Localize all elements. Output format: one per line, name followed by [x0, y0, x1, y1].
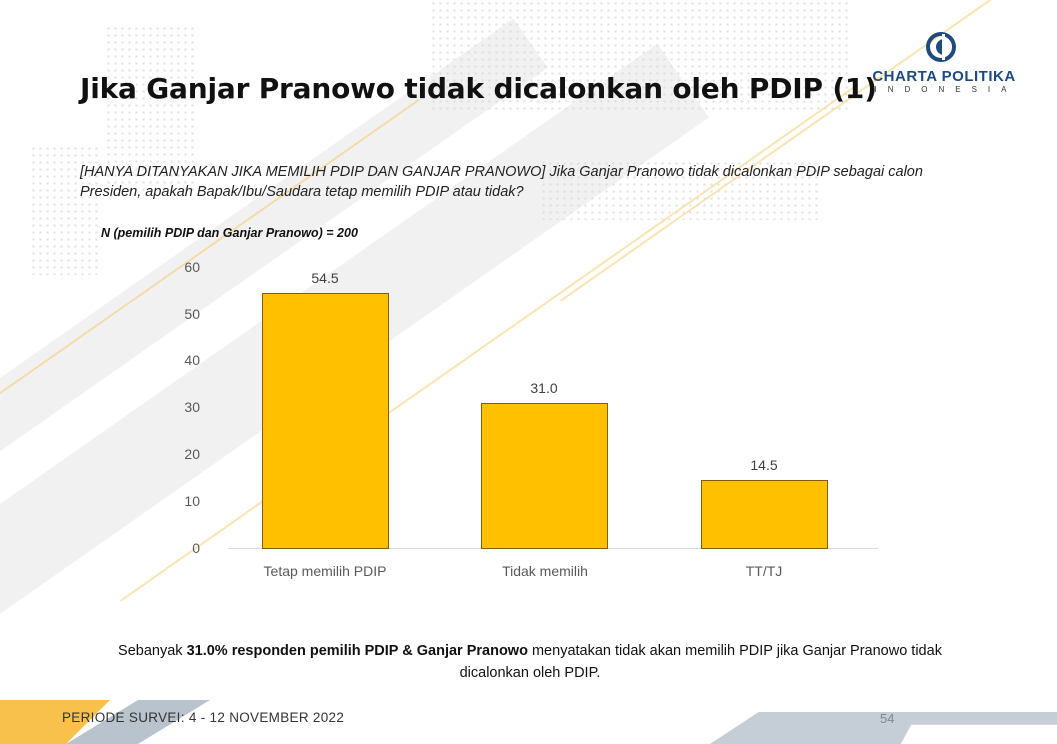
y-tick: 30: [184, 399, 200, 415]
sample-size-note: N (pemilih PDIP dan Ganjar Pranowo) = 20…: [101, 226, 358, 240]
y-tick: 60: [184, 259, 200, 275]
survey-question: [HANYA DITANYAKAN JIKA MEMILIH PDIP DAN …: [80, 162, 960, 202]
logo-name: CHARTA POLITIKA: [872, 68, 1016, 85]
bar-tt-tj: [701, 480, 828, 549]
bar-tidak-memilih: [481, 403, 608, 549]
y-tick: 20: [184, 446, 200, 462]
y-tick: 10: [184, 493, 200, 509]
x-category-label: Tidak memilih: [502, 563, 588, 579]
y-tick: 0: [192, 540, 200, 556]
slide-title: Jika Ganjar Pranowo tidak dicalonkan ole…: [80, 72, 877, 105]
y-tick: 40: [184, 352, 200, 368]
bar-chart: 0 10 20 30 40 50 60 54.5 31.0 14.5 Tetap…: [170, 258, 880, 588]
bar-tetap-memilih-pdip: [262, 293, 389, 549]
charta-politika-logo: CHARTA POLITIKA INDONESIA: [858, 30, 1030, 100]
summary-text: Sebanyak 31.0% responden pemilih PDIP & …: [90, 640, 970, 684]
summary-pre: Sebanyak: [118, 643, 187, 659]
summary-highlight: 31.0% responden pemilih PDIP & Ganjar Pr…: [186, 643, 528, 659]
page-number: 54: [880, 711, 895, 726]
question-text: Jika Ganjar Pranowo tidak dicalonkan PDI…: [80, 164, 923, 200]
question-prefix: [HANYA DITANYAKAN JIKA MEMILIH PDIP DAN …: [80, 164, 546, 180]
x-category-label: TT/TJ: [745, 563, 783, 579]
bar-value-label: 54.5: [311, 270, 339, 286]
logo-subtitle: INDONESIA: [874, 85, 1018, 94]
y-tick: 50: [184, 306, 200, 322]
bar-value-label: 14.5: [750, 457, 778, 473]
survey-period: PERIODE SURVEI: 4 - 12 NOVEMBER 2022: [62, 710, 345, 725]
bar-value-label: 31.0: [530, 380, 558, 396]
summary-post: menyatakan tidak akan memilih PDIP jika …: [459, 643, 942, 681]
logo-mark-icon: [926, 32, 956, 62]
x-category-label: Tetap memilih PDIP: [263, 563, 387, 579]
